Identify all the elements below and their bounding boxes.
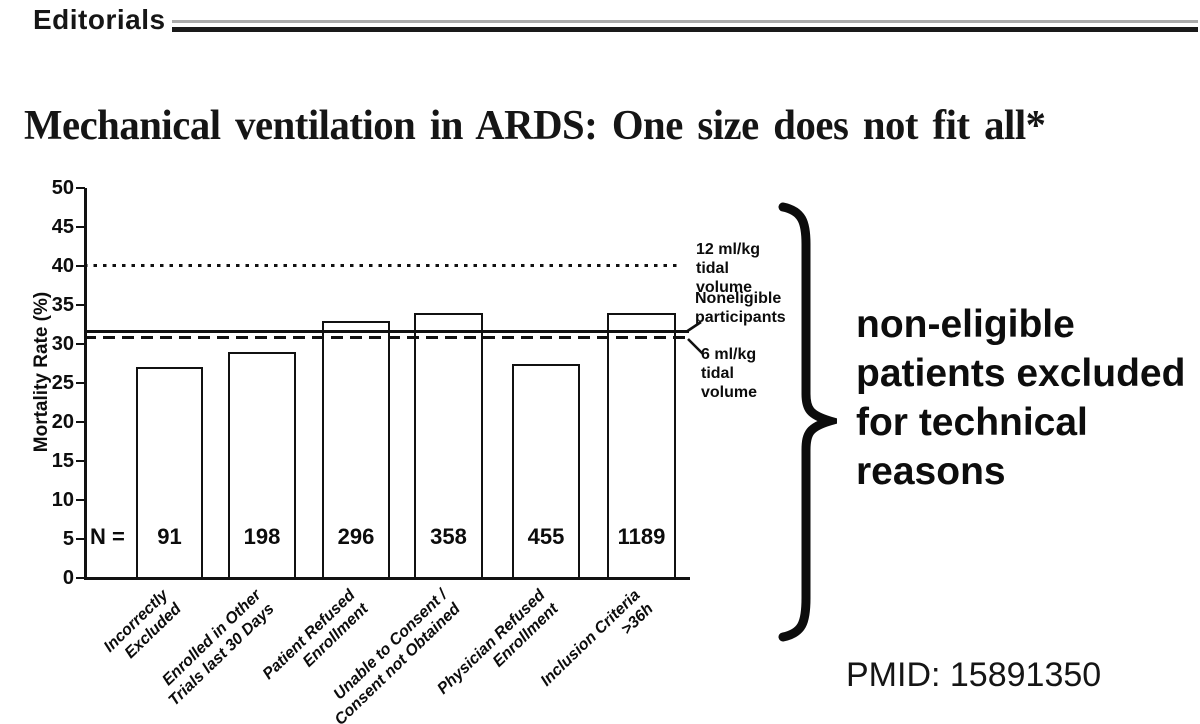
header-rule-thin xyxy=(172,20,1198,23)
y-tick-label: 25 xyxy=(51,372,74,394)
header-rule-thick xyxy=(172,27,1198,32)
section-label: Editorials xyxy=(33,4,166,35)
annotation-text: non-eligible patients excluded for techn… xyxy=(856,303,1186,493)
y-axis-tick xyxy=(76,460,85,462)
bar-enrolled-other-trials xyxy=(228,352,296,578)
y-axis-tick xyxy=(76,304,85,306)
y-tick-label: 20 xyxy=(51,411,74,433)
reflabel-12mlkg-tidal-volume: 12 ml/kg tidal volume xyxy=(696,241,761,296)
y-axis-tick xyxy=(76,265,85,267)
n-value: 91 xyxy=(157,524,182,549)
y-tick-label: 30 xyxy=(51,333,74,355)
refline-noneligible-participants xyxy=(84,330,689,333)
y-tick-label: 15 xyxy=(51,450,74,472)
n-equals-label: N = xyxy=(90,524,125,549)
article-title: Mechanical ventilation in ARDS: One size… xyxy=(24,103,1046,149)
y-tick-label: 40 xyxy=(51,255,74,277)
bar-inclusion-criteria-36h xyxy=(607,313,676,578)
refline-pointer-lines xyxy=(685,320,704,355)
n-value: 455 xyxy=(527,524,565,549)
y-axis-tick xyxy=(76,382,85,384)
y-tick-label: 45 xyxy=(51,216,74,238)
refline-6mlkg-tidal-volume xyxy=(84,336,692,339)
refline-12mlkg-tidal-volume xyxy=(84,264,682,267)
n-value: 358 xyxy=(430,524,467,549)
y-axis-tick xyxy=(76,577,85,579)
bar-incorrectly-excluded xyxy=(136,367,203,578)
y-axis-tick xyxy=(76,343,85,345)
n-value: 296 xyxy=(337,524,375,549)
y-tick-label: 5 xyxy=(62,528,74,550)
reflabel-6mlkg-tidal-volume: 6 ml/kg tidal volume xyxy=(701,346,758,401)
reflabel-noneligible-participants: Noneligible participants xyxy=(695,290,786,326)
bar-unable-to-consent xyxy=(414,313,483,578)
n-value: 1189 xyxy=(617,524,666,549)
y-axis xyxy=(84,188,87,580)
pmid-label: PMID: 15891350 xyxy=(846,656,1102,694)
y-tick-label: 50 xyxy=(51,177,74,199)
y-tick-label: 35 xyxy=(51,294,74,316)
y-axis-tick xyxy=(76,226,85,228)
x-axis xyxy=(84,577,690,580)
y-axis-tick xyxy=(76,538,85,540)
curly-brace xyxy=(778,202,837,642)
y-axis-tick xyxy=(76,187,85,189)
y-axis-tick xyxy=(76,421,85,423)
y-tick-label: 10 xyxy=(51,489,74,511)
bar-physician-refused xyxy=(512,364,580,578)
bar-patient-refused xyxy=(322,321,390,578)
y-tick-label: 0 xyxy=(62,567,74,589)
n-value: 198 xyxy=(243,524,281,549)
y-axis-tick xyxy=(76,499,85,501)
